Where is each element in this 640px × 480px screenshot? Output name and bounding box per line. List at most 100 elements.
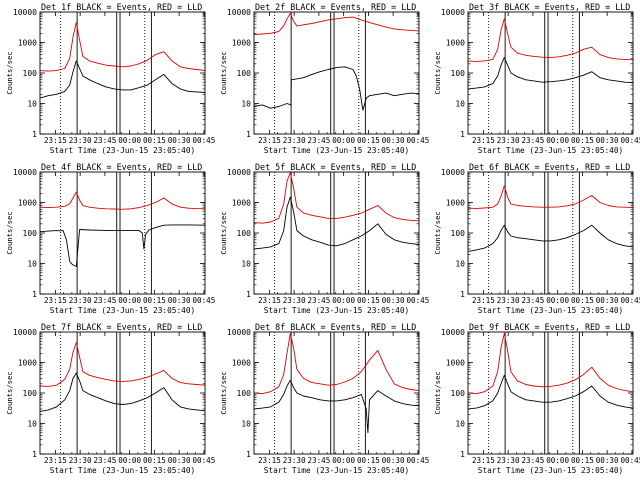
x-axis-label: Start Time (23-Jun-15 23:05:40) [478,306,624,315]
panel-title: Det 4f BLACK = Events, RED = LLD [41,162,202,172]
x-tick-label: 00:45 [406,296,429,305]
y-tick-label: 100 [451,69,466,78]
x-tick-label: 00:45 [192,456,215,465]
panel-frame [467,11,634,135]
panel-title: Det 2f BLACK = Events, RED = LLD [255,2,416,12]
y-tick-label: 10 [455,260,465,269]
panel-2: Det 2f BLACK = Events, RED = LLD 1 10 100 10… [219,2,429,155]
series-group [468,185,633,252]
x-tick-label: 23:15 [258,296,281,305]
y-tick-label: 10000 [441,328,465,337]
x-tick-label: 00:45 [620,296,640,305]
x-tick-label: 00:15 [571,296,594,305]
x-tick-label: 23:45 [521,136,544,145]
y-tick-label: 10000 [13,168,37,177]
panel-frame [467,171,634,295]
x-tick-label: 00:00 [332,296,355,305]
panel-frame [253,171,420,295]
x-tick-label: 00:30 [168,136,191,145]
y-axis-label: Counts/sec [5,51,14,94]
panel-title: Det 8f BLACK = Events, RED = LLD [255,322,416,332]
y-tick-label: 1 [32,290,37,299]
x-tick-label: 23:30 [69,136,92,145]
series-group [40,22,205,99]
y-tick-label: 10 [27,100,37,109]
panel-title: Det 9f BLACK = Events, RED = LLD [469,322,630,332]
series-line-events [468,224,633,252]
x-axis-label: Start Time (23-Jun-15 23:05:40) [264,146,410,155]
x-tick-label: 23:15 [472,296,495,305]
series-line-events [254,196,419,250]
panel-8: Det 8f BLACK = Events, RED = LLD 1 10 100 10… [219,322,429,475]
y-tick-label: 100 [237,229,252,238]
x-tick-label: 00:00 [118,136,141,145]
y-axis-label: Counts/sec [219,51,228,94]
panel-frame [39,11,206,135]
x-tick-label: 00:45 [406,456,429,465]
series-group [254,12,419,111]
x-tick-label: 23:15 [472,136,495,145]
x-tick-label: 23:30 [69,296,92,305]
series-line-events [468,374,633,410]
series-line-events [468,57,633,90]
y-tick-label: 10 [455,420,465,429]
x-tick-label: 00:15 [357,456,380,465]
series-group [40,191,205,267]
x-tick-label: 00:30 [382,296,405,305]
y-axis-label: Counts/sec [433,371,442,414]
x-tick-label: 00:00 [332,456,355,465]
x-tick-label: 00:45 [620,456,640,465]
x-tick-label: 00:15 [571,456,594,465]
y-axis-label: Counts/sec [5,211,14,254]
y-tick-label: 100 [23,389,38,398]
series-line-events [40,372,205,412]
x-tick-label: 00:45 [406,136,429,145]
y-axis-label: Counts/sec [433,51,442,94]
x-tick-label: 23:15 [258,456,281,465]
x-tick-label: 00:15 [357,296,380,305]
panel-frame [39,171,206,295]
y-tick-label: 10 [27,260,37,269]
y-tick-label: 1 [246,130,251,139]
y-tick-label: 100 [23,229,38,238]
series-line-lld [40,342,205,387]
series-line-lld [40,191,205,210]
x-axis-label: Start Time (23-Jun-15 23:05:40) [264,466,410,475]
y-tick-label: 1000 [232,39,251,48]
x-tick-label: 00:15 [571,136,594,145]
y-axis-label: Counts/sec [5,371,14,414]
y-tick-label: 1000 [446,39,465,48]
panel-frame [39,331,206,455]
x-tick-label: 23:45 [307,296,330,305]
y-tick-label: 1 [246,450,251,459]
y-tick-label: 10000 [441,168,465,177]
x-tick-label: 00:30 [168,456,191,465]
panel-title: Det 5f BLACK = Events, RED = LLD [255,162,416,172]
series-line-lld [468,18,633,62]
x-tick-label: 23:45 [521,456,544,465]
y-tick-label: 100 [237,69,252,78]
x-tick-label: 00:30 [382,136,405,145]
x-tick-label: 00:00 [546,456,569,465]
y-tick-label: 1000 [18,199,37,208]
x-tick-label: 23:45 [521,296,544,305]
x-tick-label: 23:15 [258,136,281,145]
series-line-events [254,379,419,434]
y-tick-label: 1000 [446,359,465,368]
panel-frame [253,331,420,455]
x-tick-label: 23:45 [93,296,116,305]
y-tick-label: 10000 [13,8,37,17]
x-axis-label: Start Time (23-Jun-15 23:05:40) [50,306,196,315]
panel-1: Det 1f BLACK = Events, RED = LLD 1 10 100 10… [5,2,215,155]
y-tick-label: 1 [460,290,465,299]
x-axis-label: Start Time (23-Jun-15 23:05:40) [50,466,196,475]
series-group [254,172,419,250]
x-tick-label: 00:30 [382,456,405,465]
x-axis-label: Start Time (23-Jun-15 23:05:40) [264,306,410,315]
x-tick-label: 23:15 [472,456,495,465]
series-group [468,18,633,90]
x-tick-label: 00:30 [596,136,619,145]
series-line-lld [40,22,205,72]
series-line-lld [254,332,419,395]
